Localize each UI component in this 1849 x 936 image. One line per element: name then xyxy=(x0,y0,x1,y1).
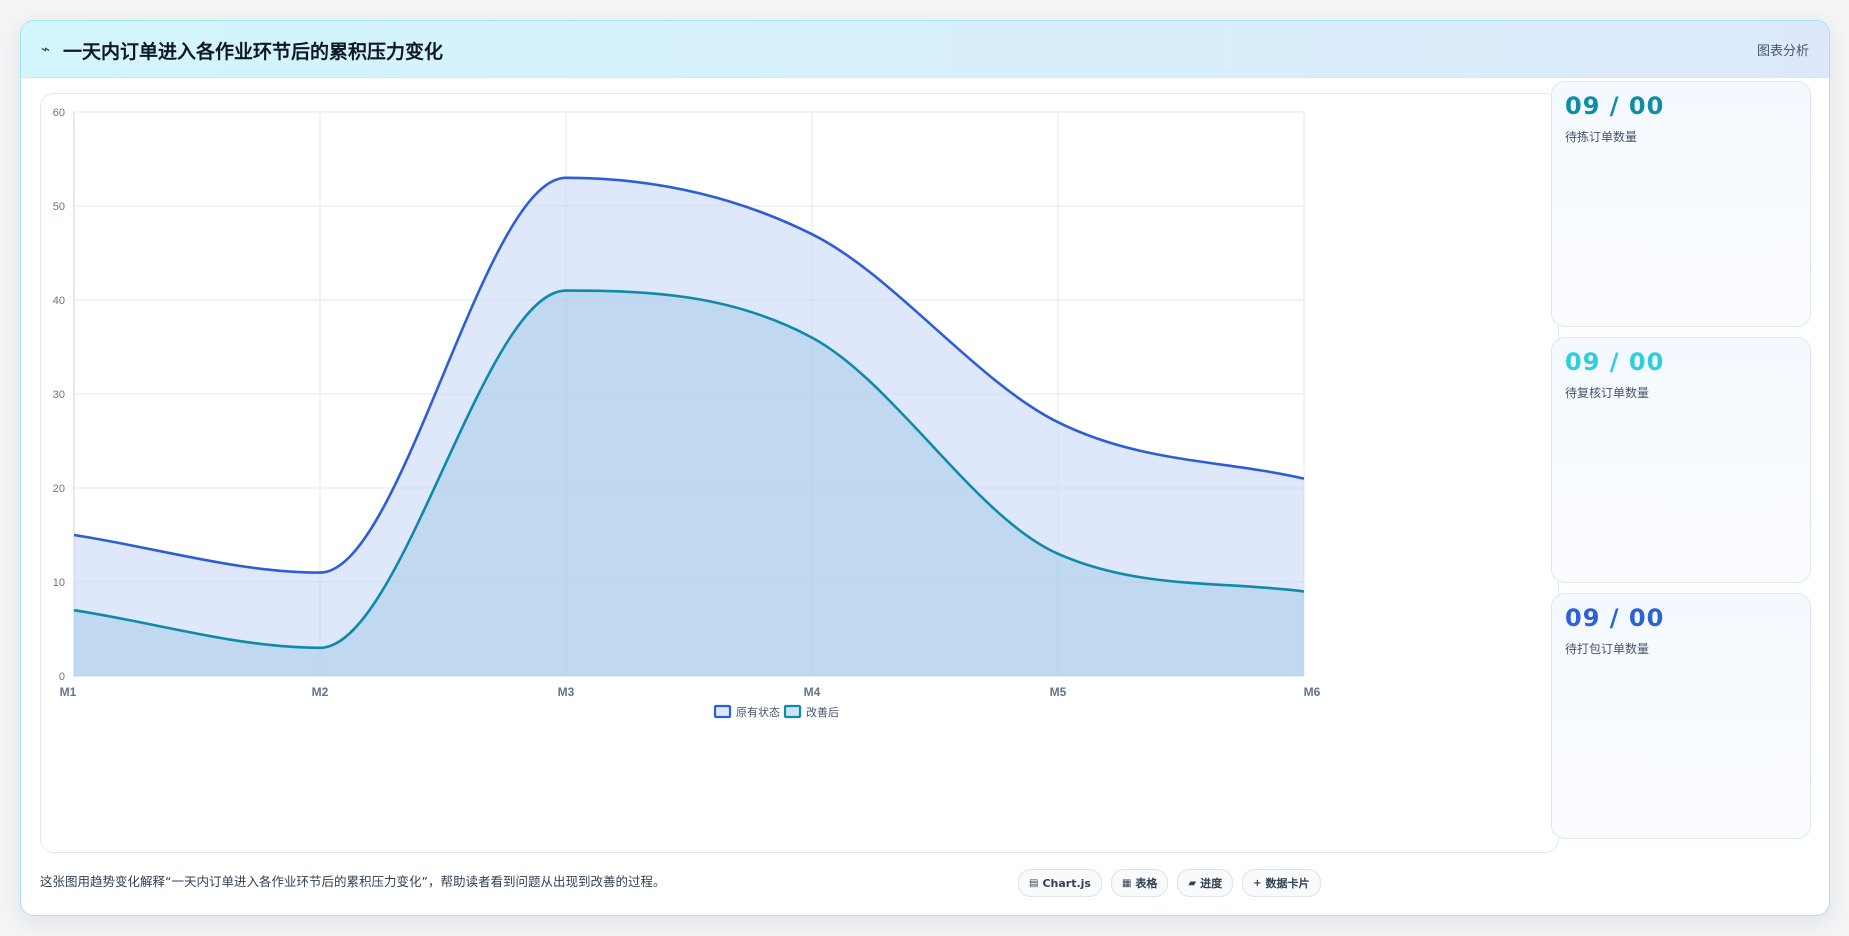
legend-swatch xyxy=(713,704,732,719)
chart-panel: 0 10 20 30 40 50 60 M1 M2 M3 M4 M5 M6 原有状态 改善后 xyxy=(40,93,1559,853)
area-chart: 0 10 20 30 40 50 60 M1 M2 M3 M4 M5 M6 原有状态 改善后 xyxy=(53,107,1321,719)
stat-card-label: 待打包订单数量 xyxy=(1565,642,1650,656)
stat-card-value: 09 / 00 xyxy=(1565,604,1665,632)
y-tick-label: 30 xyxy=(53,389,65,401)
badge-group: ▤ Chart.js ▦ 表格 ▰ 进度 + 数据卡片 xyxy=(1018,869,1321,897)
y-tick-label: 0 xyxy=(59,671,65,683)
y-tick-label: 60 xyxy=(53,107,65,119)
y-tick-label: 10 xyxy=(53,577,65,589)
header: ⌁ 一天内订单进入各作业环节后的累积压力变化 图表分析 xyxy=(21,21,1829,78)
x-tick-label: M5 xyxy=(1050,685,1067,699)
y-tick-label: 40 xyxy=(53,295,65,307)
dashboard-frame: ⌁ 一天内订单进入各作业环节后的累积压力变化 图表分析 0 10 20 30 40 50 6… xyxy=(20,20,1830,916)
series-line xyxy=(73,176,1305,574)
legend-label: 改善后 xyxy=(806,705,839,719)
x-tick-label: M1 xyxy=(60,685,77,699)
stat-card-pick: 09 / 00 待拣订单数量 xyxy=(1551,81,1811,327)
badge-progress[interactable]: ▰ 进度 xyxy=(1177,869,1234,897)
badge-label: Chart.js xyxy=(1042,876,1091,890)
x-tick-label: M4 xyxy=(804,685,821,699)
page-title: 一天内订单进入各作业环节后的累积压力变化 xyxy=(63,41,444,63)
x-tick-label: M6 xyxy=(1304,685,1321,699)
header-tag: 图表分析 xyxy=(1756,44,1809,59)
y-tick-label: 20 xyxy=(53,483,65,495)
pulse-icon: ⌁ xyxy=(41,40,51,58)
badge-data-card[interactable]: + 数据卡片 xyxy=(1242,869,1321,897)
badge-chartjs[interactable]: ▤ Chart.js xyxy=(1018,869,1102,897)
badge-label: 数据卡片 xyxy=(1265,877,1310,890)
table-icon: ▦ xyxy=(1121,877,1132,889)
series-line xyxy=(73,289,1305,650)
stat-card-label: 待拣订单数量 xyxy=(1565,130,1638,144)
progress-icon: ▰ xyxy=(1188,877,1197,889)
badge-table[interactable]: ▦ 表格 xyxy=(1110,869,1169,897)
chart-icon: ▤ xyxy=(1029,877,1039,889)
badge-label: 进度 xyxy=(1200,877,1223,890)
plus-icon: + xyxy=(1253,877,1262,889)
x-tick-label: M3 xyxy=(558,685,575,699)
y-tick-label: 50 xyxy=(53,201,65,213)
legend-swatch xyxy=(783,704,802,719)
legend-label: 原有状态 xyxy=(736,705,780,719)
stat-card-label: 待复核订单数量 xyxy=(1565,386,1650,400)
badge-label: 表格 xyxy=(1135,877,1158,890)
stat-card-pack: 09 / 00 待打包订单数量 xyxy=(1551,593,1811,839)
stat-card-value: 09 / 00 xyxy=(1565,92,1665,120)
stat-card-value: 09 / 00 xyxy=(1565,348,1665,376)
x-tick-label: M2 xyxy=(312,685,329,699)
chart-description: 这张图用趋势变化解释“一天内订单进入各作业环节后的累积压力变化”，帮助读者看到问… xyxy=(40,874,666,889)
series-area xyxy=(74,290,1304,676)
stat-card-review: 09 / 00 待复核订单数量 xyxy=(1551,337,1811,583)
